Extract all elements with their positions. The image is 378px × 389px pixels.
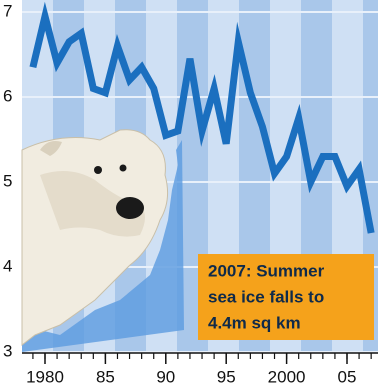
- x-tick-label: 05: [338, 367, 357, 386]
- y-tick-label: 7: [3, 1, 12, 20]
- annotation-line: 2007: Summer: [208, 261, 325, 280]
- annotation-background: [198, 254, 374, 340]
- polar-bear-illustration: [21, 129, 184, 352]
- axis: 3 4 5 6 7 1980 85 90 95 2000 05: [3, 1, 378, 386]
- y-tick-label: 5: [3, 171, 12, 190]
- y-tick-label: 3: [3, 341, 12, 360]
- annotation-line: sea ice falls to: [208, 287, 324, 306]
- y-tick-label: 4: [3, 256, 12, 275]
- x-tick-label: 90: [156, 367, 175, 386]
- x-tick-label: 95: [217, 367, 236, 386]
- y-tick-label: 6: [3, 86, 12, 105]
- annotation-box: 2007: Summer sea ice falls to 4.4m sq km: [198, 254, 374, 340]
- x-tick-label: 2000: [268, 367, 306, 386]
- series: [29, 1, 375, 234]
- x-tick-label: 85: [96, 367, 115, 386]
- annotation-line: 4.4m sq km: [208, 313, 301, 332]
- data-line: [29, 1, 375, 234]
- x-tick-label: 1980: [26, 367, 64, 386]
